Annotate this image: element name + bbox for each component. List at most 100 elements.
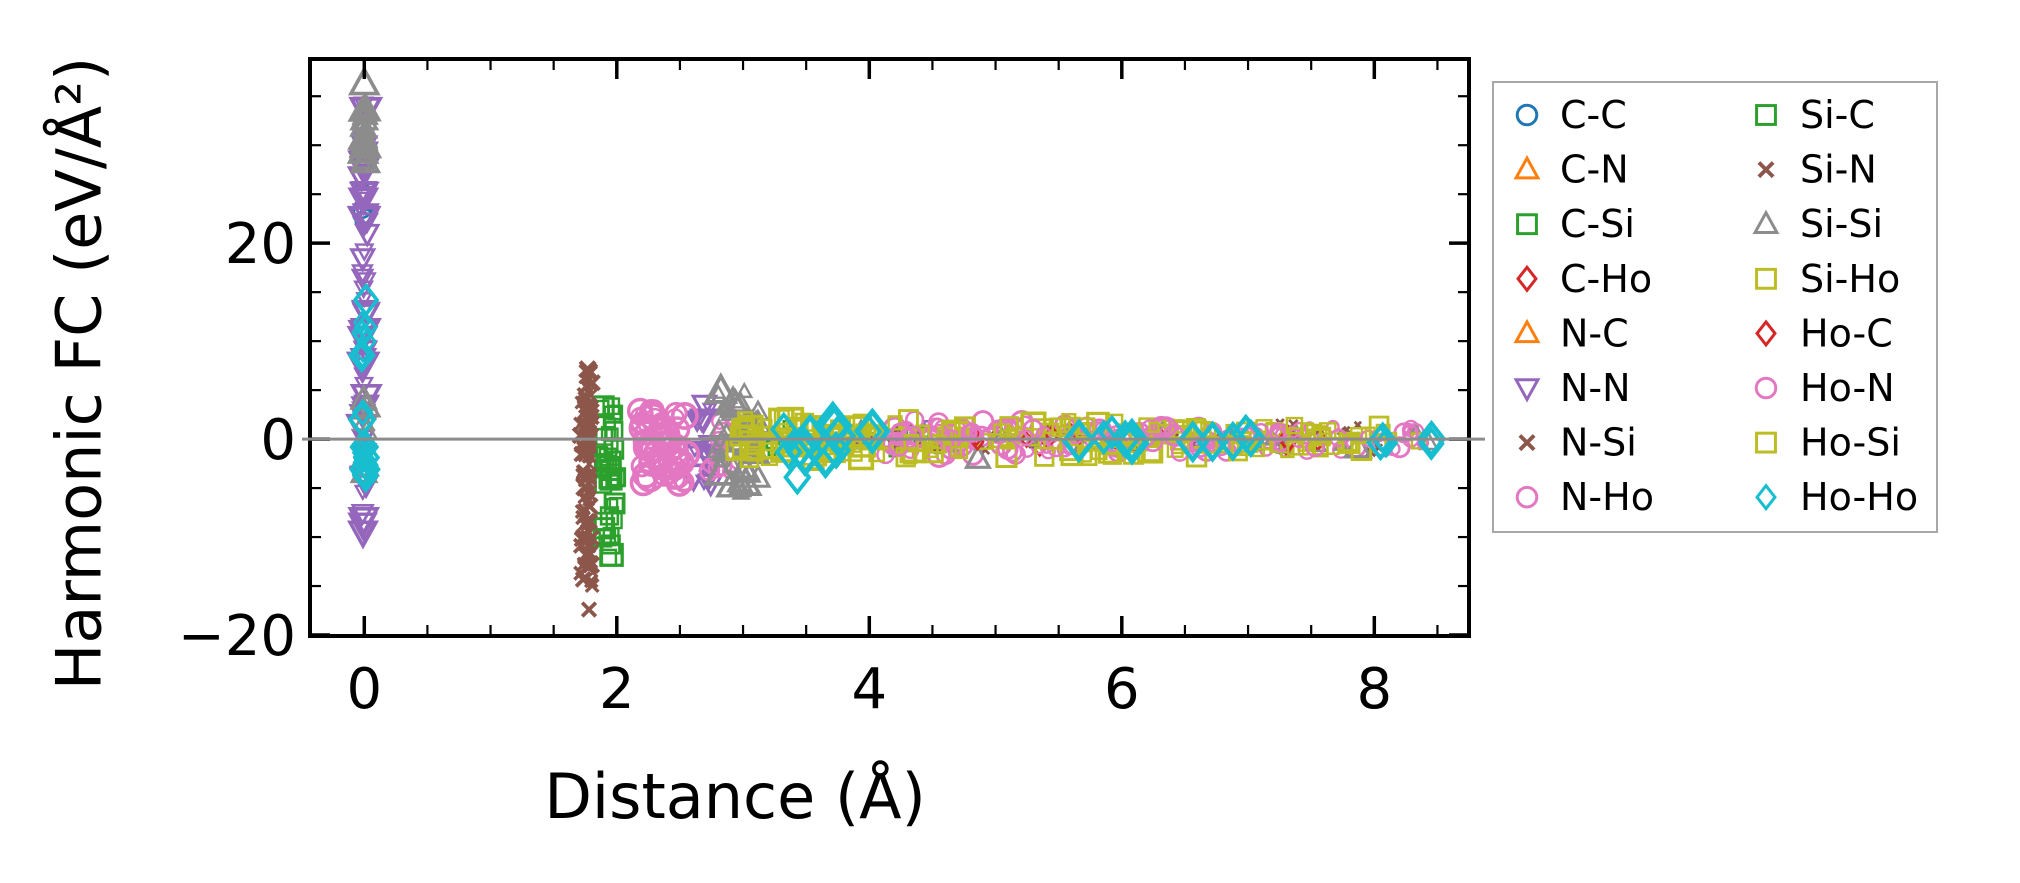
- data-point: [713, 395, 736, 416]
- data-point: [350, 180, 378, 206]
- legend-entry-si-n: Si-N: [1757, 148, 1877, 192]
- legend-label: C-N: [1560, 148, 1629, 192]
- series-n-si: [571, 360, 1417, 618]
- data-point: [582, 551, 592, 561]
- data-point: [852, 413, 873, 434]
- data-point: [355, 292, 374, 309]
- legend-label: C-C: [1560, 93, 1627, 137]
- legend-entry-c-n: C-N: [1513, 148, 1629, 192]
- data-point: [703, 372, 739, 404]
- plot-border: [308, 57, 1471, 638]
- data-point: [1755, 319, 1777, 348]
- data-point: [575, 464, 591, 480]
- data-point: [583, 573, 599, 589]
- data-point: [580, 601, 598, 618]
- data-point: [350, 268, 375, 291]
- data-point: [599, 506, 620, 526]
- data-point: [1516, 213, 1538, 236]
- legend-entry-ho-c: Ho-C: [1755, 311, 1893, 355]
- legend-label: Si-Ho: [1800, 257, 1900, 301]
- data-point: [605, 497, 619, 511]
- x-axis-label: Distance (Å): [544, 760, 926, 833]
- legend-entry-si-ho: Si-Ho: [1755, 257, 1900, 301]
- data-point: [347, 507, 381, 537]
- data-point: [574, 395, 589, 410]
- data-point: [599, 548, 618, 567]
- data-point: [889, 422, 913, 446]
- data-point: [1370, 421, 1396, 454]
- data-point: [345, 351, 381, 384]
- legend-label: Si-N: [1800, 148, 1877, 192]
- data-point: [351, 100, 379, 125]
- series-n-n: [345, 96, 1052, 550]
- data-point: [1755, 267, 1777, 290]
- data-point: [354, 243, 375, 262]
- legend-label: N-C: [1560, 311, 1629, 355]
- y-axis-label: Harmonic FC (eV/Å²): [42, 56, 116, 691]
- data-point: [1269, 426, 1286, 443]
- legend-label: N-N: [1560, 366, 1631, 410]
- data-point: [1518, 434, 1536, 452]
- data-point: [792, 413, 828, 459]
- data-point: [1285, 416, 1304, 435]
- data-point: [349, 92, 382, 122]
- legend: C-C C-N C-Si C-Ho N-C N-N N-Si N-Ho Si-C Si-N Si-S…: [1492, 81, 1938, 533]
- data-point: [673, 472, 695, 494]
- data-point: [999, 416, 1019, 436]
- data-point: [579, 519, 590, 530]
- data-point: [1114, 420, 1150, 466]
- y-tick-label: 0: [260, 408, 296, 473]
- data-point: [1513, 378, 1541, 403]
- data-point: [351, 438, 374, 467]
- data-point: [606, 450, 622, 466]
- data-point: [746, 445, 763, 462]
- legend-label: Ho-Ho: [1800, 475, 1918, 519]
- legend-entry-n-ho: N-Ho: [1515, 475, 1654, 519]
- legend-entry-ho-ho: Ho-Ho: [1755, 475, 1918, 519]
- data-point: [581, 449, 591, 460]
- data-point: [1141, 419, 1158, 436]
- data-point: [820, 430, 852, 470]
- data-point: [598, 467, 620, 490]
- data-point: [584, 578, 600, 594]
- data-point: [356, 328, 377, 355]
- data-point: [903, 434, 919, 450]
- data-point: [1755, 483, 1777, 512]
- legend-label: Si-C: [1800, 93, 1875, 137]
- data-point: [584, 554, 599, 570]
- legend-label: C-Ho: [1560, 257, 1652, 301]
- legend-entry-ho-n: Ho-N: [1754, 366, 1895, 410]
- data-point: [350, 130, 378, 155]
- data-point: [347, 65, 381, 96]
- data-point: [1051, 417, 1071, 437]
- data-point: [632, 428, 662, 457]
- data-point: [1097, 414, 1126, 451]
- x-tick-label: 4: [851, 657, 887, 722]
- legend-label: Ho-C: [1800, 311, 1893, 355]
- legend-entry-si-c: Si-C: [1755, 93, 1875, 137]
- legend-label: N-Si: [1560, 421, 1637, 465]
- data-point: [354, 212, 379, 235]
- data-point: [1089, 419, 1118, 456]
- data-point: [1288, 427, 1305, 443]
- data-point: [670, 402, 699, 431]
- data-point: [703, 454, 738, 486]
- data-point: [585, 400, 596, 411]
- legend-label: Ho-N: [1800, 366, 1895, 410]
- data-point: [1752, 209, 1780, 234]
- legend-label: N-Ho: [1560, 475, 1654, 519]
- data-point: [353, 311, 378, 343]
- data-point: [853, 407, 891, 455]
- data-point: [1516, 264, 1538, 293]
- legend-entry-c-c: C-C: [1515, 93, 1627, 137]
- data-point: [346, 205, 382, 238]
- x-tick-label: 8: [1356, 657, 1392, 722]
- data-point: [605, 511, 623, 530]
- data-point: [354, 223, 381, 248]
- data-point: [1513, 318, 1541, 344]
- data-point: [1757, 161, 1775, 179]
- data-point: [1755, 104, 1777, 126]
- x-tick-label: 2: [599, 657, 635, 722]
- data-point: [950, 446, 962, 458]
